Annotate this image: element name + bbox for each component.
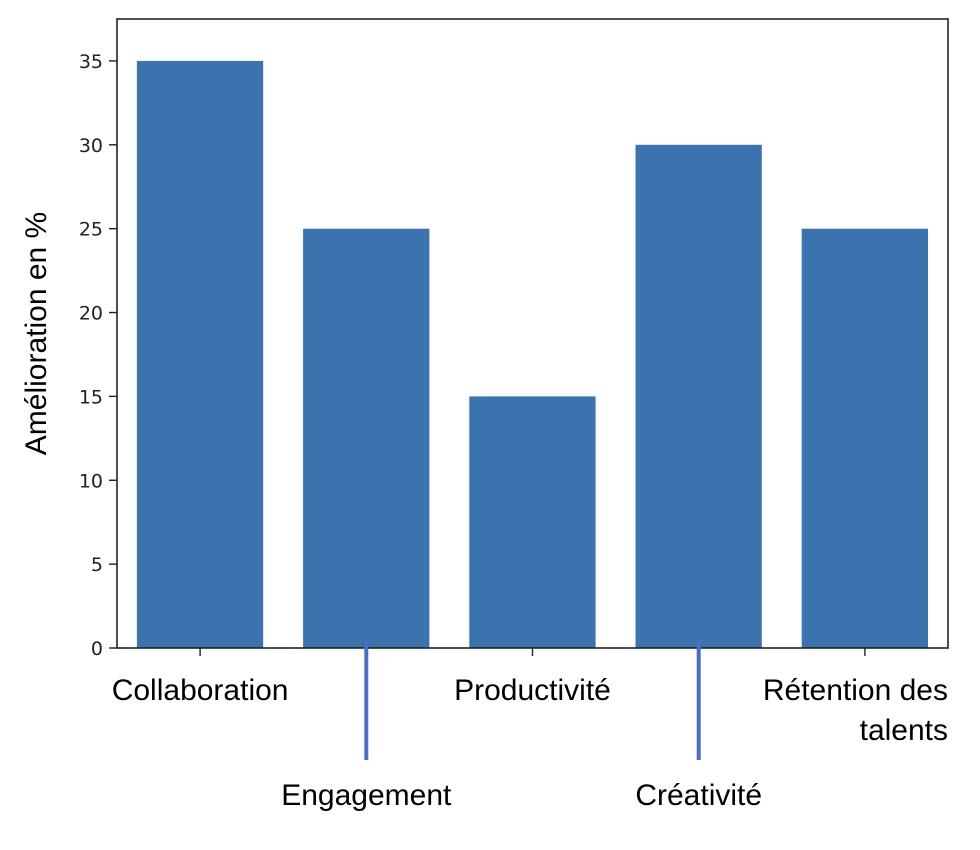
x-category-label-4-line-0: Rétention des <box>763 674 948 707</box>
y-tick-label-5: 25 <box>79 219 103 241</box>
y-tick-label-6: 30 <box>79 135 103 157</box>
x-axis-category-labels: Collaboration Engagement Productivité Créat… <box>112 641 948 812</box>
x-category-label-0: Collaboration <box>112 674 289 707</box>
x-category-label-3: Créativité <box>635 779 762 812</box>
axes-frame <box>116 18 949 649</box>
bar-1 <box>303 228 430 648</box>
y-tick-label-1: 5 <box>91 554 103 576</box>
y-tick-label-2: 10 <box>79 470 103 492</box>
y-axis-ticks: 0 5 10 15 20 25 30 35 <box>79 51 117 660</box>
x-category-label-4-line-1: talents <box>860 714 948 747</box>
bar-4 <box>801 228 928 648</box>
bar-0 <box>136 60 264 648</box>
bar-2 <box>469 396 596 648</box>
y-tick-label-4: 20 <box>79 303 103 325</box>
y-axis-label: Amélioration en % <box>20 212 53 455</box>
bars-group <box>136 60 928 649</box>
y-tick-label-3: 15 <box>79 386 103 408</box>
x-category-label-2: Productivité <box>454 674 611 707</box>
y-tick-label-0: 0 <box>91 638 103 660</box>
y-tick-label-7: 35 <box>79 51 103 73</box>
x-category-label-1: Engagement <box>281 779 452 812</box>
bar-3 <box>635 144 762 649</box>
